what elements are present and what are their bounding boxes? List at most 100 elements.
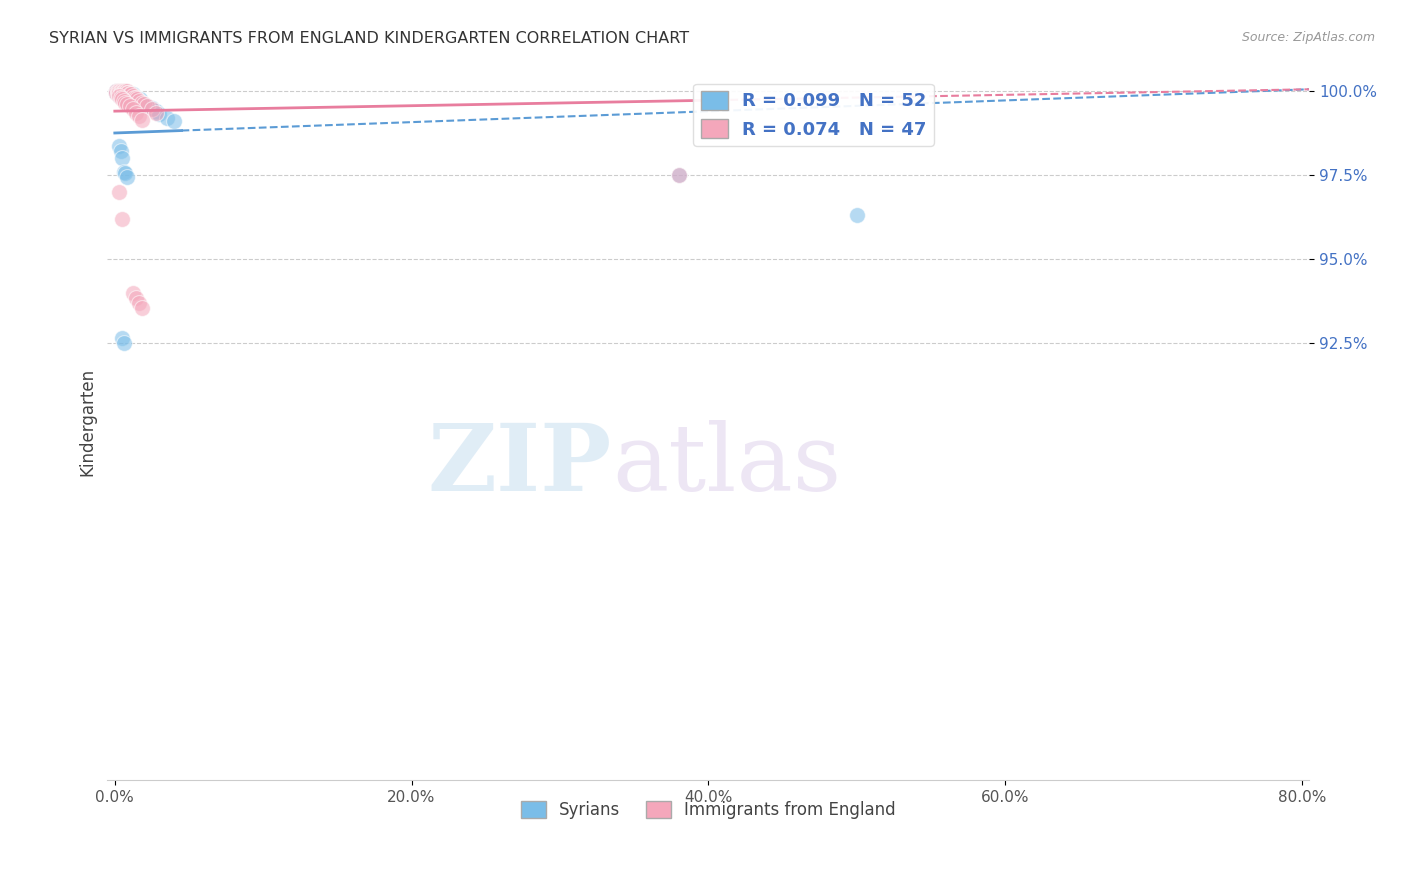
Point bbox=[110, 86, 132, 100]
Point bbox=[112, 87, 135, 102]
Point bbox=[111, 86, 134, 100]
Point bbox=[120, 87, 142, 102]
Point bbox=[110, 84, 132, 98]
Point bbox=[129, 92, 152, 106]
Point bbox=[117, 86, 139, 100]
Text: Source: ZipAtlas.com: Source: ZipAtlas.com bbox=[1241, 31, 1375, 45]
Point bbox=[134, 97, 156, 112]
Point bbox=[124, 91, 146, 105]
Point bbox=[112, 94, 135, 108]
Point bbox=[112, 164, 135, 178]
Point bbox=[124, 91, 146, 105]
Text: SYRIAN VS IMMIGRANTS FROM ENGLAND KINDERGARTEN CORRELATION CHART: SYRIAN VS IMMIGRANTS FROM ENGLAND KINDER… bbox=[49, 31, 689, 46]
Point bbox=[668, 168, 690, 182]
Point bbox=[122, 89, 145, 103]
Point bbox=[668, 168, 690, 182]
Point bbox=[108, 84, 131, 98]
Point bbox=[120, 89, 142, 103]
Point bbox=[115, 97, 138, 112]
Point bbox=[131, 95, 153, 110]
Point bbox=[115, 86, 138, 100]
Point bbox=[115, 87, 138, 102]
Point bbox=[110, 84, 132, 98]
Point bbox=[110, 87, 132, 102]
Point bbox=[114, 84, 136, 98]
Point bbox=[108, 84, 131, 98]
Point bbox=[105, 84, 128, 98]
Point bbox=[845, 208, 868, 222]
Point bbox=[115, 86, 138, 100]
Point bbox=[141, 101, 163, 115]
Point bbox=[128, 94, 150, 108]
Point bbox=[114, 84, 136, 98]
Point bbox=[107, 87, 129, 102]
Point bbox=[108, 139, 131, 153]
Point bbox=[163, 114, 186, 128]
Point bbox=[121, 285, 143, 300]
Point bbox=[107, 84, 129, 98]
Point bbox=[107, 86, 129, 100]
Point bbox=[111, 89, 134, 103]
Point bbox=[125, 92, 148, 106]
Point bbox=[108, 86, 131, 100]
Point bbox=[117, 87, 139, 102]
Point bbox=[108, 185, 131, 199]
Point bbox=[128, 295, 150, 310]
Point bbox=[124, 105, 146, 120]
Text: ZIP: ZIP bbox=[427, 420, 612, 510]
Legend: Syrians, Immigrants from England: Syrians, Immigrants from England bbox=[515, 794, 903, 826]
Point bbox=[112, 86, 135, 100]
Point bbox=[114, 86, 136, 100]
Point bbox=[121, 87, 143, 102]
Point bbox=[115, 169, 138, 184]
Point bbox=[118, 99, 141, 113]
Point bbox=[107, 86, 129, 100]
Point bbox=[108, 86, 131, 100]
Point bbox=[112, 336, 135, 351]
Point bbox=[122, 91, 145, 105]
Point bbox=[141, 103, 163, 117]
Point bbox=[111, 211, 134, 226]
Point bbox=[131, 112, 153, 127]
Point bbox=[114, 86, 136, 100]
Point bbox=[118, 86, 141, 100]
Point bbox=[111, 151, 134, 165]
Point bbox=[112, 86, 135, 100]
Point bbox=[134, 97, 156, 112]
Point bbox=[112, 84, 135, 98]
Point bbox=[136, 99, 159, 113]
Point bbox=[114, 166, 136, 180]
Point bbox=[108, 89, 131, 103]
Point bbox=[118, 87, 141, 102]
Point bbox=[108, 87, 131, 102]
Point bbox=[148, 107, 170, 121]
Point bbox=[145, 105, 167, 120]
Point bbox=[145, 104, 167, 119]
Point bbox=[136, 99, 159, 113]
Point bbox=[105, 86, 128, 100]
Point bbox=[128, 109, 150, 123]
Point bbox=[128, 94, 150, 108]
Y-axis label: Kindergarten: Kindergarten bbox=[79, 368, 96, 476]
Point bbox=[105, 84, 128, 98]
Point bbox=[121, 89, 143, 103]
Point bbox=[111, 84, 134, 98]
Point bbox=[111, 331, 134, 345]
Point bbox=[111, 87, 134, 102]
Point bbox=[115, 84, 138, 98]
Point bbox=[125, 92, 148, 106]
Point bbox=[114, 87, 136, 102]
Point bbox=[131, 95, 153, 110]
Point bbox=[110, 86, 132, 100]
Point bbox=[111, 84, 134, 98]
Point bbox=[108, 89, 131, 103]
Point bbox=[121, 103, 143, 117]
Point bbox=[124, 291, 146, 305]
Point bbox=[105, 86, 128, 100]
Point bbox=[114, 95, 136, 110]
Point bbox=[107, 84, 129, 98]
Point bbox=[131, 301, 153, 315]
Point bbox=[110, 145, 132, 159]
Point bbox=[110, 91, 132, 105]
Point bbox=[111, 92, 134, 106]
